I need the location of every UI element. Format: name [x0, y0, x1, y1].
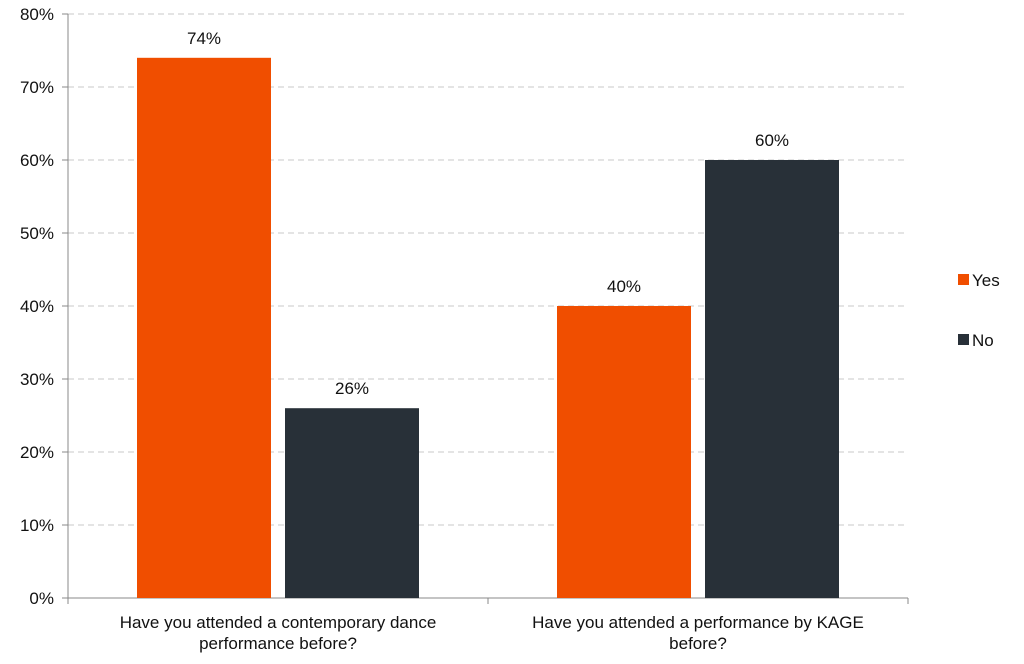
- bar-no-1: [705, 160, 839, 598]
- y-tick-label: 10%: [20, 516, 54, 535]
- data-label: 74%: [187, 29, 221, 48]
- y-tick-label: 60%: [20, 151, 54, 170]
- x-category-label: Have you attended a contemporary dance: [120, 613, 437, 632]
- y-tick-label: 20%: [20, 443, 54, 462]
- y-tick-label: 30%: [20, 370, 54, 389]
- data-label: 60%: [755, 131, 789, 150]
- x-category-label: before?: [669, 634, 727, 653]
- legend-swatch-no: [958, 334, 969, 345]
- y-tick-label: 70%: [20, 78, 54, 97]
- data-label: 40%: [607, 277, 641, 296]
- y-tick-label: 80%: [20, 5, 54, 24]
- bar-yes-0: [137, 57, 271, 599]
- bar-yes-1: [557, 306, 691, 598]
- bar-no-0: [285, 408, 419, 598]
- y-tick-label: 40%: [20, 297, 54, 316]
- legend-label-no: No: [972, 331, 994, 350]
- y-tick-label: 50%: [20, 224, 54, 243]
- y-tick-label: 0%: [29, 589, 54, 608]
- x-category-label: performance before?: [199, 634, 357, 653]
- legend-swatch-yes: [958, 274, 969, 285]
- x-category-label: Have you attended a performance by KAGE: [532, 613, 864, 632]
- legend-label-yes: Yes: [972, 271, 1000, 290]
- data-label: 26%: [335, 379, 369, 398]
